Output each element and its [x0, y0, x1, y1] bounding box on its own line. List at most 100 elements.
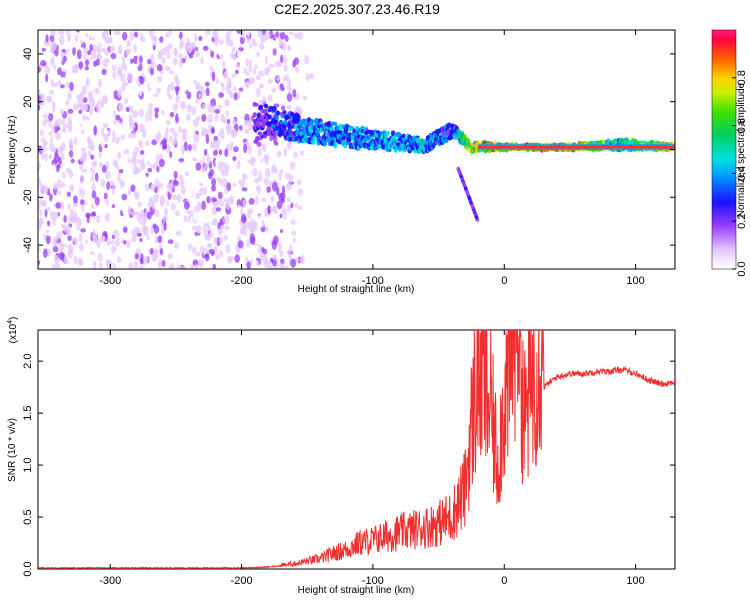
- spectrogram-cell: [66, 32, 72, 42]
- spectrogram-cell: [168, 30, 173, 35]
- spectrogram-cell: [104, 171, 111, 180]
- spectrogram-cell: [155, 153, 161, 163]
- spectrogram-cell: [51, 124, 56, 133]
- spectrogram-cell: [39, 46, 43, 52]
- spectrogram-cell: [104, 212, 110, 222]
- spectrogram-cell: [280, 113, 285, 119]
- spectrogram-cell: [249, 43, 253, 50]
- spectrogram-cell: [193, 212, 199, 222]
- spectrogram-cell: [295, 128, 300, 136]
- spectrogram-cell: [67, 116, 72, 127]
- spectrogram-cell: [160, 110, 165, 115]
- spectrogram-cell: [175, 94, 181, 104]
- spectrogram-cell: [59, 84, 65, 89]
- spectrogram-cell: [333, 121, 338, 127]
- spectrogram-cell: [116, 165, 120, 171]
- spectrogram-cell: [99, 100, 105, 109]
- spectrogram-cell: [112, 130, 116, 140]
- spectrogram-cell: [61, 117, 66, 125]
- spectrogram-cell: [54, 119, 58, 128]
- spectrogram-cell: [93, 125, 98, 136]
- spectrogram-cell: [162, 138, 168, 144]
- spectrogram-cell: [401, 133, 406, 139]
- spectrogram-cell: [139, 265, 144, 269]
- spectrogram-cell: [95, 45, 99, 53]
- spectrogram-cell: [292, 59, 297, 68]
- spectrogram-cell: [52, 211, 59, 219]
- spectrogram-cell: [179, 246, 183, 252]
- spectrogram-cell: [114, 239, 120, 247]
- spectrogram-cell: [177, 126, 183, 134]
- spectrogram-cell: [145, 140, 150, 146]
- spectrogram-cell: [46, 232, 52, 237]
- spectrogram-cell: [241, 187, 248, 192]
- spectrogram-cell: [61, 48, 66, 53]
- spectrogram-cell: [150, 163, 156, 169]
- spectrogram-cell: [211, 126, 215, 134]
- spectrogram-cell: [40, 137, 46, 143]
- spectrogram-cell: [191, 246, 197, 255]
- spectrogram-cell: [201, 113, 207, 122]
- spectrogram-cell: [103, 202, 108, 213]
- spectrogram-cell: [279, 31, 286, 40]
- spectrogram-cell: [171, 194, 178, 201]
- spectrogram-cell: [246, 37, 251, 44]
- spectrogram-cell: [206, 242, 213, 249]
- y-tick-label: 0.0: [22, 561, 34, 576]
- spectrogram-cell: [229, 141, 234, 148]
- spectrogram-cell: [254, 239, 261, 245]
- spectrogram-cell: [190, 263, 194, 269]
- x-tick-label: -300: [99, 275, 121, 287]
- spectrogram-cell: [271, 87, 277, 93]
- spectrogram-cell: [273, 119, 278, 124]
- spectrogram-cell: [131, 155, 137, 163]
- snr-y-label: SNR (10 * v/v): [7, 418, 18, 482]
- spectrogram-cell: [49, 34, 55, 42]
- spectrogram-cell: [177, 53, 184, 59]
- spectrogram-cell: [167, 252, 173, 260]
- colorbar-tick-label: 0.4: [736, 166, 748, 181]
- spectrogram-cell: [41, 146, 47, 153]
- spectrogram-cell: [166, 51, 171, 59]
- snr-plot-area: [37, 329, 676, 570]
- spectrogram-cell: [94, 87, 100, 95]
- spectrogram-cell: [166, 86, 170, 97]
- spectrogram-cell: [179, 57, 183, 68]
- spectrogram-cell: [197, 258, 204, 268]
- spectrogram-cell: [159, 200, 165, 207]
- spectrogram-cell: [161, 47, 167, 56]
- spectrogram-cell: [132, 44, 138, 53]
- spectrogram-cell: [219, 236, 224, 246]
- spectrogram-cell: [96, 106, 101, 114]
- spectrogram-cell: [185, 159, 192, 167]
- spectrogram-cell: [45, 234, 51, 245]
- spectrogram-cell: [134, 145, 139, 155]
- spectrogram-cell: [305, 73, 310, 82]
- spectrogram-cell: [220, 131, 225, 140]
- spectrogram-cell: [267, 205, 271, 215]
- spectrogram-cell: [241, 30, 245, 39]
- spectrogram-cell: [199, 187, 204, 196]
- spectrogram-cell: [211, 71, 216, 82]
- spectrogram-cell: [179, 42, 184, 50]
- spectrogram-cell: [91, 216, 96, 222]
- spectrogram-cell: [74, 64, 79, 70]
- spectrogram-cell: [59, 108, 65, 115]
- spectrogram-cell: [257, 244, 264, 255]
- spectrogram-cell: [82, 114, 86, 122]
- spectrogram-cell: [67, 108, 74, 114]
- spectrogram-cell: [263, 153, 270, 162]
- spectrogram-cell: [178, 157, 185, 163]
- spectrogram-cell: [257, 131, 263, 136]
- spectrogram-cell: [57, 67, 62, 76]
- spectrogram-cell: [109, 179, 115, 187]
- spectrogram-cell: [79, 100, 84, 111]
- spectrogram-cell: [224, 148, 229, 158]
- colorbar-tick-label: 0.0: [736, 261, 748, 276]
- spectrogram-cell: [123, 239, 127, 245]
- snr-y-axis: 0.0 0.5 1.0 1.5 2.0: [22, 354, 675, 577]
- spectrogram-cell: [57, 190, 62, 196]
- spectrogram-cell: [264, 207, 268, 215]
- spectrogram-cell: [261, 142, 267, 153]
- spectrogram-cell: [101, 126, 105, 137]
